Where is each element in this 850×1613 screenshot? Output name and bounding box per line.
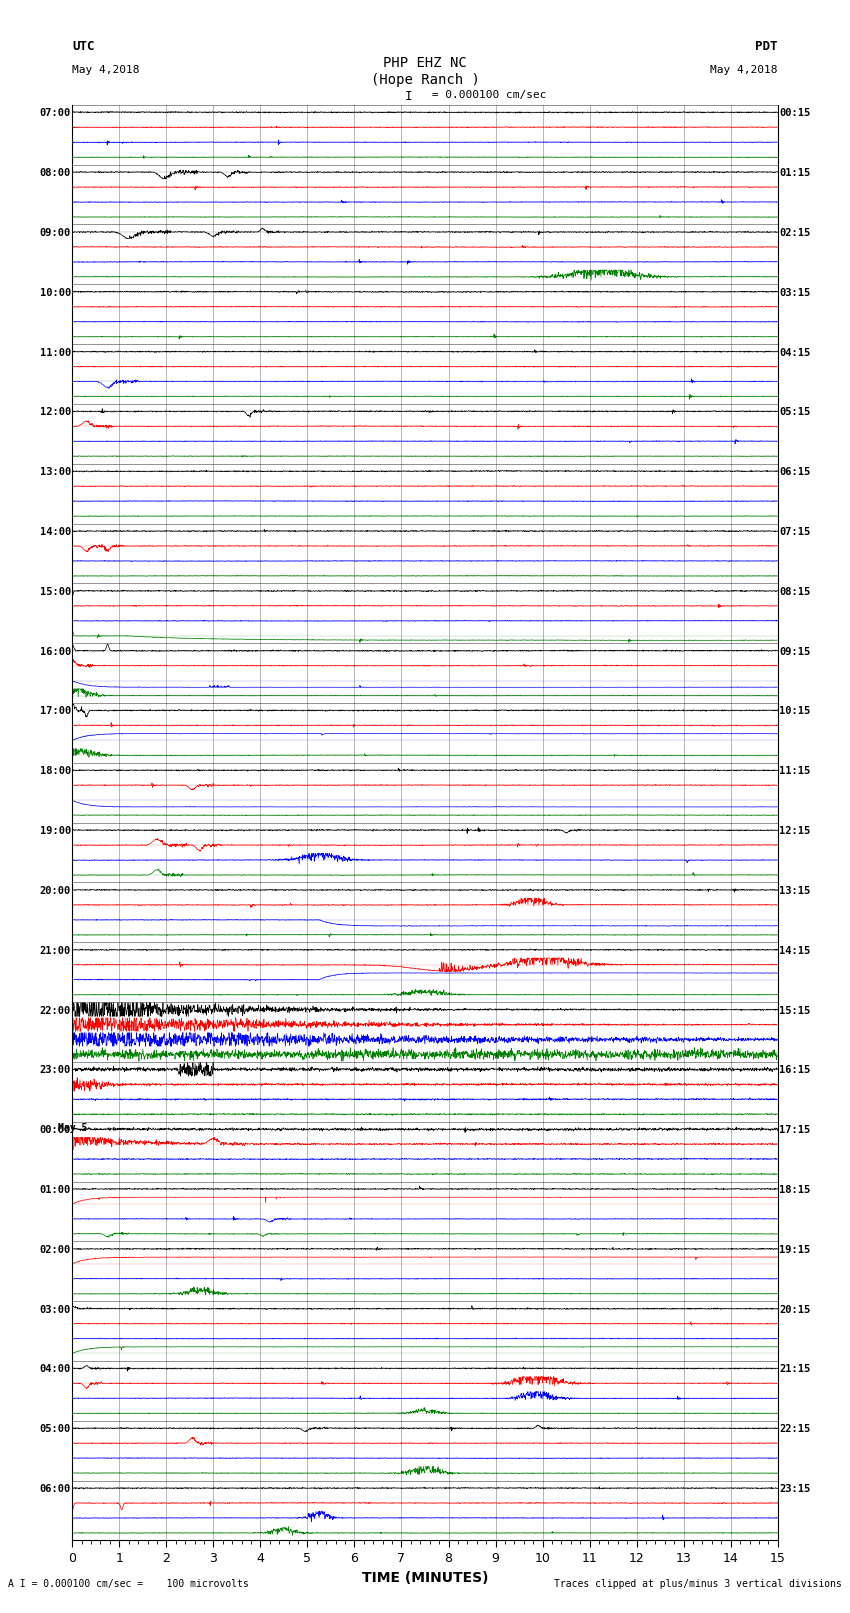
Text: PHP EHZ NC
(Hope Ranch ): PHP EHZ NC (Hope Ranch ) (371, 56, 479, 87)
Text: I: I (405, 90, 411, 103)
Text: May 4,2018: May 4,2018 (72, 65, 139, 74)
Text: A I = 0.000100 cm/sec =    100 microvolts: A I = 0.000100 cm/sec = 100 microvolts (8, 1579, 249, 1589)
Text: May 5: May 5 (58, 1123, 88, 1134)
Text: PDT: PDT (756, 40, 778, 53)
X-axis label: TIME (MINUTES): TIME (MINUTES) (362, 1571, 488, 1586)
Text: May 4,2018: May 4,2018 (711, 65, 778, 74)
Text: UTC: UTC (72, 40, 94, 53)
Text: Traces clipped at plus/minus 3 vertical divisions: Traces clipped at plus/minus 3 vertical … (553, 1579, 842, 1589)
Text: = 0.000100 cm/sec: = 0.000100 cm/sec (425, 90, 547, 100)
